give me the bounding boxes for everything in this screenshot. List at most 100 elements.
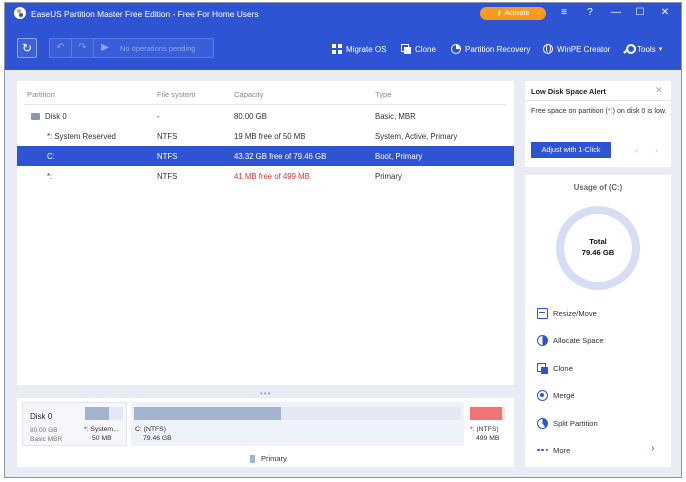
clone-icon — [401, 44, 411, 54]
panel-splitter-handle[interactable]: ••• — [260, 389, 272, 398]
table-row-disk-0[interactable]: Disk 0 - 80.00 GB Basic, MBR — [17, 106, 514, 126]
usage-bar-unnamed — [470, 407, 505, 420]
primary-swatch — [250, 454, 255, 463]
partition-table: Partition File system Capacity Type Disk… — [17, 81, 514, 385]
low-disk-space-alert: Low Disk Space Alert ✕ Free space on par… — [525, 81, 671, 167]
tools-label: Tools — [637, 44, 656, 54]
split-partition-icon — [537, 417, 548, 429]
partition-name: *: System Reserved — [47, 132, 116, 141]
alert-close-icon[interactable]: ✕ — [655, 85, 663, 95]
capacity-cell-low-space: 41 MB free of 499 MB — [234, 172, 310, 181]
allocate-space-action[interactable]: Allocate Space — [537, 333, 604, 347]
split-partition-action[interactable]: Split Partition — [537, 416, 598, 430]
column-header-type[interactable]: Type — [375, 90, 392, 99]
partition-name: *: — [47, 172, 53, 181]
chevron-down-icon: ▾ — [658, 46, 663, 53]
alert-text-after: ) on disk 0 is low. — [612, 107, 667, 115]
column-header-filesystem[interactable]: File system — [157, 90, 196, 99]
table-row-c-drive-selected[interactable]: C: NTFS 43.32 GB free of 79.46 GB Boot, … — [17, 146, 514, 166]
action-label: Merge — [553, 390, 575, 400]
partition-recovery-icon — [451, 44, 461, 54]
winpe-creator-label: WinPE Creator — [557, 44, 611, 54]
key-icon: ⚷ — [496, 10, 502, 17]
redo-button[interactable]: ↷ — [72, 39, 94, 57]
merge-action[interactable]: Merge — [537, 388, 575, 402]
resize-move-action[interactable]: Resize/Move — [537, 306, 597, 320]
adjust-with-1-click-button[interactable]: Adjust with 1-Click — [531, 142, 611, 158]
minimize-button[interactable]: — — [611, 7, 621, 18]
partition-block-system[interactable]: *: System... 50 MB — [83, 402, 127, 446]
type-cell: Primary — [375, 172, 402, 181]
legend-label: Primary — [261, 454, 287, 463]
header-divider — [25, 104, 506, 105]
refresh-button[interactable]: ↻ — [17, 38, 37, 58]
table-row-unnamed-partition[interactable]: *: NTFS 41 MB free of 499 MB Primary — [17, 166, 514, 186]
alert-title: Low Disk Space Alert — [531, 87, 606, 96]
resize-move-icon — [537, 307, 548, 319]
allocate-space-icon — [537, 334, 548, 346]
partition-name: C: — [47, 152, 55, 161]
window-title: EaseUS Partition Master Free Edition - F… — [31, 9, 259, 19]
disk-size: 80.00 GB — [30, 427, 58, 434]
action-label: Clone — [553, 363, 573, 373]
alert-message: Free space on partition (*:) on disk 0 i… — [531, 106, 669, 117]
chevron-right-icon[interactable]: › — [655, 145, 658, 155]
title-bar: EaseUS Partition Master Free Edition - F… — [5, 3, 681, 24]
capacity-cell: 19 MB free of 50 MB — [234, 132, 306, 141]
more-action[interactable]: More — [537, 443, 570, 457]
maximize-button[interactable]: ☐ — [635, 7, 645, 18]
globe-icon — [543, 44, 553, 54]
type-cell: System, Active, Primary — [375, 132, 458, 141]
easeus-logo-icon — [14, 7, 26, 19]
alert-divider — [525, 100, 671, 101]
clone-action[interactable]: Clone — [537, 361, 573, 375]
partition-recovery-button[interactable]: Partition Recovery — [451, 43, 530, 55]
partition-size: 50 MB — [92, 435, 112, 442]
migrate-os-button[interactable]: Migrate OS — [332, 43, 386, 55]
capacity-cell: 43.32 GB free of 79.46 GB — [234, 152, 327, 161]
partition-label: C: (NTFS) — [135, 426, 166, 433]
column-header-capacity[interactable]: Capacity — [234, 90, 264, 99]
action-label: Split Partition — [553, 418, 598, 428]
chevron-left-icon[interactable]: ‹ — [635, 145, 638, 155]
usage-bar-system — [85, 407, 123, 420]
partition-size: 499 MB — [476, 435, 500, 442]
chevron-right-icon[interactable]: › — [651, 443, 655, 454]
filesystem-cell: - — [157, 112, 160, 121]
clone-toolbar-label: Clone — [415, 44, 436, 54]
action-label: More — [553, 445, 571, 455]
legend-primary: Primary — [250, 454, 287, 463]
usage-bar-c-drive — [134, 407, 461, 420]
undo-button[interactable]: ↶ — [50, 39, 72, 57]
tools-menu-button[interactable]: Tools ▾ — [623, 43, 662, 55]
apply-play-button[interactable]: ▶ — [101, 42, 109, 53]
filesystem-cell: NTFS — [157, 172, 178, 181]
close-window-button[interactable]: ✕ — [660, 7, 670, 18]
activate-label: Activate — [504, 10, 530, 17]
filesystem-cell: NTFS — [157, 152, 178, 161]
partition-name: Disk 0 — [45, 112, 67, 121]
app-window: EaseUS Partition Master Free Edition - F… — [4, 2, 682, 478]
more-icon — [537, 445, 548, 456]
clone-icon — [537, 362, 548, 374]
action-label: Resize/Move — [553, 308, 597, 318]
table-row-system-reserved[interactable]: *: System Reserved NTFS 19 MB free of 50… — [17, 126, 514, 146]
partition-size: 79.46 GB — [143, 435, 172, 442]
partition-block-unnamed[interactable]: *: (NTFS) 499 MB — [468, 402, 508, 446]
donut-total-label: Total — [589, 237, 607, 246]
activate-button[interactable]: ⚷ Activate — [480, 7, 546, 20]
toolbar: ↻ ↶ ↷ ▶ No operations pending Migrate OS… — [5, 24, 681, 70]
partition-block-c-drive[interactable]: C: (NTFS) 79.46 GB — [131, 402, 464, 446]
windows-icon — [332, 44, 342, 54]
menu-button[interactable]: ≡ — [561, 7, 567, 18]
clone-toolbar-button[interactable]: Clone — [401, 43, 436, 55]
help-button[interactable]: ? — [587, 7, 593, 18]
winpe-creator-button[interactable]: WinPE Creator — [543, 43, 610, 55]
alert-text-before: Free space on partition ( — [531, 107, 608, 115]
wrench-icon — [623, 44, 636, 54]
type-cell: Boot, Primary — [375, 152, 423, 161]
alert-partition-warning: *: — [607, 107, 613, 115]
column-header-partition[interactable]: Partition — [27, 90, 55, 99]
usage-title: Usage of (C:) — [573, 183, 623, 192]
disk-type: Basic MBR — [30, 436, 63, 443]
